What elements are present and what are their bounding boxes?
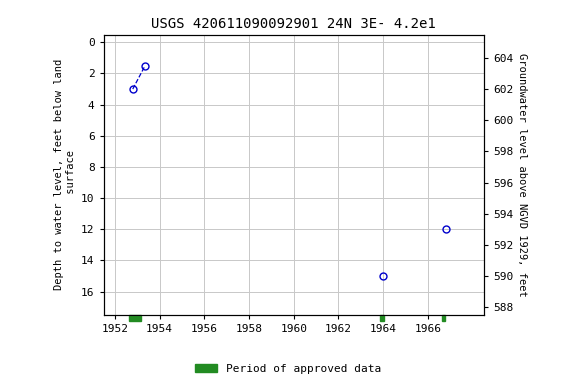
Y-axis label: Depth to water level, feet below land
 surface: Depth to water level, feet below land su…: [54, 59, 75, 290]
Bar: [442, 315, 445, 321]
Y-axis label: Groundwater level above NGVD 1929, feet: Groundwater level above NGVD 1929, feet: [517, 53, 527, 296]
Bar: [129, 315, 141, 321]
Bar: [380, 315, 384, 321]
Title: USGS 420611090092901 24N 3E- 4.2e1: USGS 420611090092901 24N 3E- 4.2e1: [151, 17, 436, 31]
Legend: Period of approved data: Period of approved data: [191, 359, 385, 379]
